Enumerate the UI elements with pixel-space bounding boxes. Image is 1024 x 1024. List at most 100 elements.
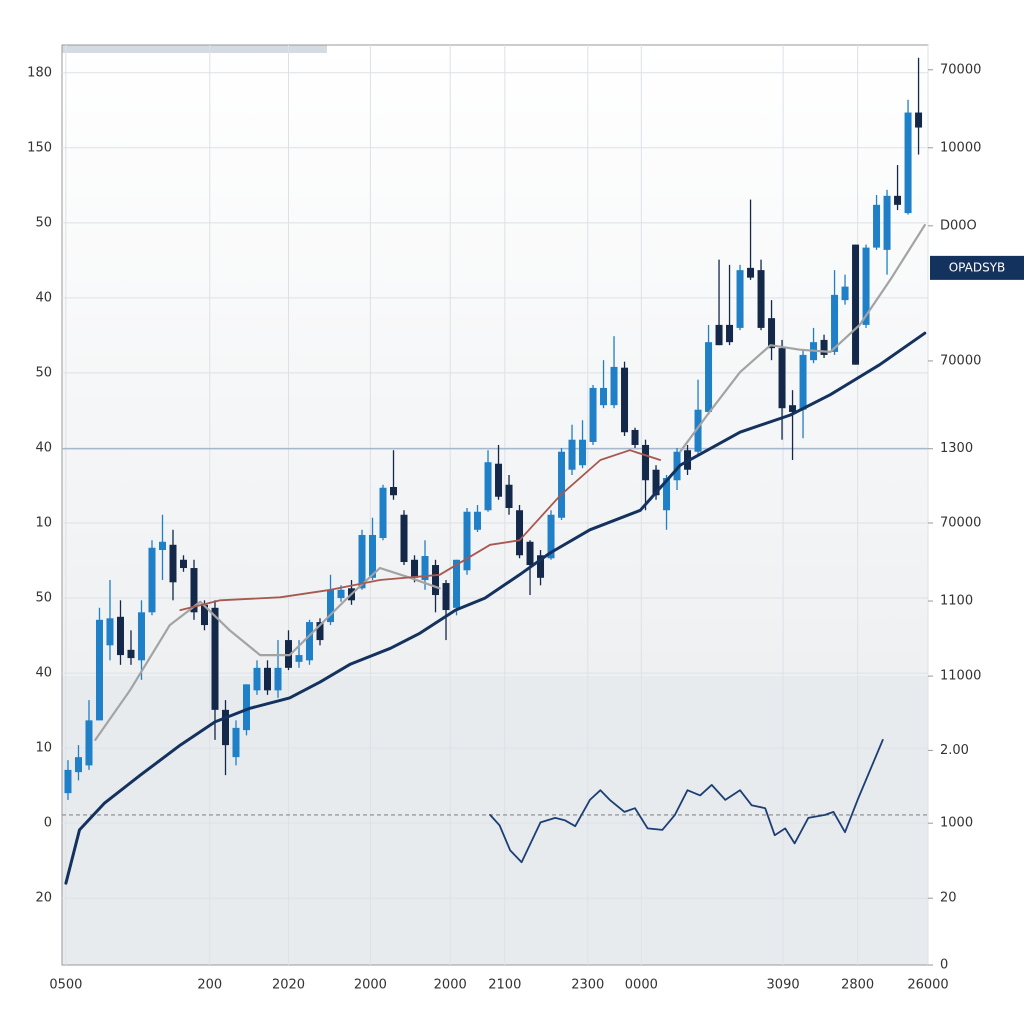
candle-body — [610, 366, 618, 406]
y-tick-label: 50 — [35, 365, 52, 380]
candle-body — [547, 514, 555, 559]
candle-body — [95, 619, 103, 721]
candle-body — [516, 510, 524, 556]
price-tag — [930, 255, 1024, 280]
candle-body — [799, 354, 807, 410]
candle-body — [421, 556, 429, 581]
candle-body — [558, 451, 566, 518]
y-tick-label: 0 — [44, 816, 52, 831]
price-tag-label: OPADSYB — [949, 260, 1006, 274]
y-tick-label: 150 — [27, 140, 52, 155]
candle-body — [484, 462, 492, 511]
candle-body — [778, 348, 786, 409]
candle-body — [274, 667, 282, 691]
candle-body — [306, 622, 314, 661]
candle-body — [579, 439, 587, 466]
candle-body — [673, 451, 681, 481]
candle-body — [295, 655, 303, 662]
y2-tick-label: 1300 — [940, 441, 973, 456]
y2-tick-label: 0 — [940, 958, 948, 973]
candle-body — [736, 270, 744, 328]
candle-body — [463, 511, 471, 571]
y2-tick-label: 2.00 — [940, 743, 969, 758]
y-tick-label: 10 — [35, 516, 52, 531]
y2-tick-label: 1000 — [940, 816, 973, 831]
candle-body — [715, 324, 723, 346]
y2-tick-label: 1100 — [940, 594, 973, 609]
candle-body — [894, 195, 902, 205]
candle-body — [757, 270, 765, 328]
candle-body — [663, 477, 671, 511]
candle-body — [137, 612, 145, 661]
candle-body — [390, 486, 398, 496]
candle-body — [568, 439, 576, 470]
candle-body — [453, 559, 461, 608]
x-tick-label: 2000 — [354, 978, 387, 993]
y2-tick-label: 11000 — [940, 669, 981, 684]
candle-body — [116, 616, 124, 656]
line-series — [489, 739, 884, 864]
candle-body — [526, 541, 534, 566]
candle-body — [852, 244, 860, 365]
candle-body — [200, 604, 208, 626]
x-tick-label: 26000 — [907, 978, 948, 993]
candle-body — [106, 618, 114, 646]
candle-body — [442, 583, 450, 611]
candle-body — [621, 367, 629, 433]
candle-body — [158, 541, 166, 551]
line-series — [64, 331, 927, 885]
candle-body — [337, 589, 345, 599]
candle-body — [127, 649, 135, 659]
y2-tick-label: 20 — [940, 891, 957, 906]
candle-body — [873, 204, 881, 248]
candle-body — [74, 757, 82, 773]
x-tick-label: 2100 — [488, 978, 521, 993]
candle-body — [148, 547, 156, 613]
y-tick-label: 40 — [35, 290, 52, 305]
candle-body — [379, 487, 387, 539]
candle-body — [316, 622, 324, 641]
candle-body — [820, 339, 828, 355]
candle-body — [505, 484, 513, 509]
candle-body — [841, 286, 849, 301]
candle-body — [726, 324, 734, 343]
x-tick-label: 2020 — [272, 978, 305, 993]
candle-body — [600, 387, 608, 406]
y-tick-label: 20 — [35, 891, 52, 906]
candle-body — [705, 342, 713, 412]
candle-body — [915, 112, 923, 128]
candle-body — [232, 727, 240, 758]
candle-body — [537, 555, 545, 578]
x-tick-label: 200 — [197, 978, 222, 993]
candle-body — [768, 318, 776, 349]
candle-body — [789, 405, 797, 412]
candle-body — [474, 511, 482, 530]
y2-tick-label: 70000 — [940, 353, 981, 368]
candle-body — [495, 463, 503, 497]
line-series — [94, 224, 926, 741]
candle-body — [285, 640, 293, 668]
candle-body — [747, 267, 755, 278]
y-tick-label: 50 — [35, 591, 52, 606]
candle-body — [64, 769, 72, 794]
x-tick-label: 0000 — [625, 978, 658, 993]
candle-body — [264, 667, 272, 691]
candle-body — [327, 589, 335, 623]
candle-body — [652, 469, 660, 496]
y2-tick-label: 70000 — [940, 62, 981, 77]
candle-body — [904, 112, 912, 214]
y2-tick-label: 70000 — [940, 516, 981, 531]
y-tick-label: 50 — [35, 215, 52, 230]
candle-body — [642, 444, 650, 481]
candle-body — [358, 535, 366, 589]
candle-body — [883, 195, 891, 250]
x-tick-label: 0500 — [49, 978, 82, 993]
x-tick-label: 3090 — [767, 978, 800, 993]
candle-body — [221, 709, 229, 746]
candle-body — [369, 535, 377, 578]
grid — [62, 45, 929, 965]
line-series — [179, 449, 662, 611]
candle-body — [411, 559, 419, 578]
